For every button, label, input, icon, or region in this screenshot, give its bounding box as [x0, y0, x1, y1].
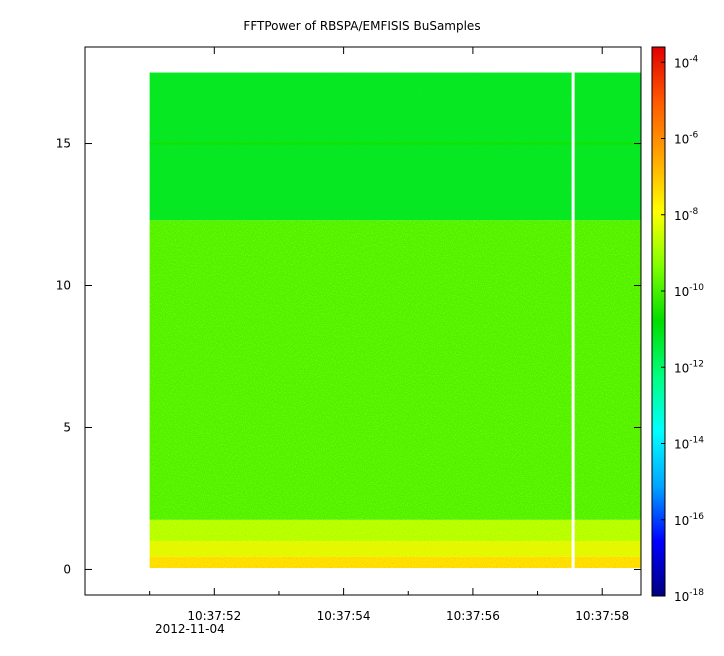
plot-frame — [84, 46, 642, 596]
y-axis: 0 5 10 15 — [56, 137, 641, 576]
colorbar-tick-label: 10-4 — [674, 54, 699, 70]
heatmap-band-texture-2 — [149, 519, 641, 542]
x-tick-label: 10:37:58 — [575, 609, 629, 623]
heatmap-band-texture-0 — [149, 556, 641, 569]
colorbar-tick-label: 10-12 — [674, 359, 704, 375]
colorbar-tick-label: 10-10 — [674, 283, 704, 299]
y-tick-label: 15 — [56, 137, 71, 151]
chart-title: FFTPower of RBSPA/EMFISIS BuSamples — [243, 19, 480, 33]
x-date-label: 2012-11-04 — [155, 622, 225, 636]
colorbar-tick-label: 10-18 — [674, 588, 704, 604]
colorbar-tick-label: 10-8 — [674, 207, 699, 223]
heatmap-line-feature — [149, 142, 641, 145]
colorbar: 10-18 10-16 10-14 10-12 10-10 10-8 10-6 10-4 — [651, 46, 704, 604]
heatmap-band-texture-4 — [149, 72, 641, 221]
heatmap-band-texture-3 — [149, 220, 641, 520]
data-gap — [571, 72, 575, 569]
x-tick-label: 10:37:56 — [446, 609, 500, 623]
heatmap-band-texture-1 — [149, 541, 641, 557]
x-tick-label: 10:37:54 — [317, 609, 371, 623]
y-tick-label: 5 — [63, 420, 71, 434]
y-tick-label: 0 — [63, 562, 71, 576]
colorbar-tick-label: 10-6 — [674, 131, 699, 147]
x-axis: 10:37:52 10:37:54 10:37:56 10:37:58 — [149, 47, 629, 623]
colorbar-tick-label: 10-16 — [674, 512, 704, 528]
y-tick-label: 10 — [56, 279, 71, 293]
x-tick-label: 10:37:52 — [187, 609, 241, 623]
colorbar-gradient — [651, 46, 666, 597]
colorbar-tick-label: 10-14 — [674, 436, 704, 452]
heatmap-area — [149, 72, 641, 569]
